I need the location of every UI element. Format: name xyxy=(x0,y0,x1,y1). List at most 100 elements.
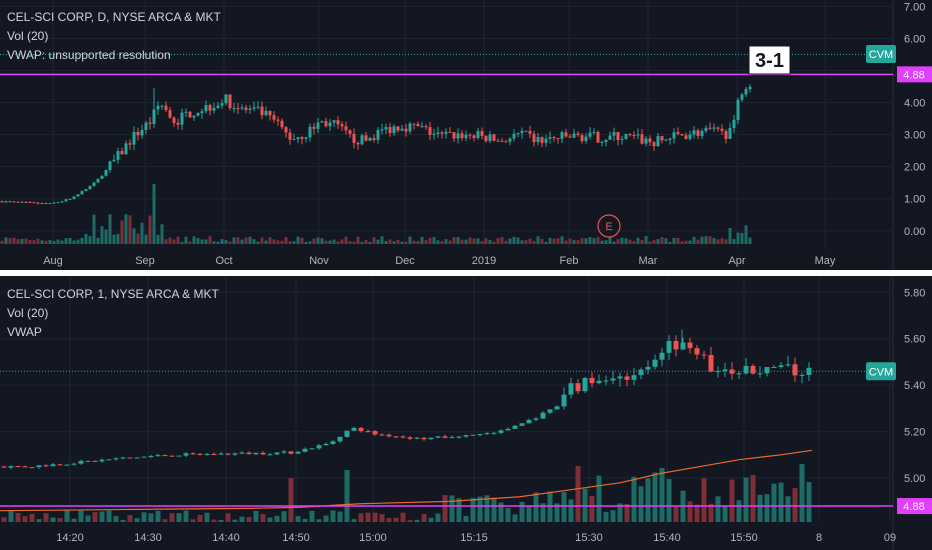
bottom-candle-body xyxy=(645,366,651,370)
bottom-candle-body xyxy=(337,436,343,442)
bottom-volume-bar xyxy=(218,519,224,522)
bottom-candle-body xyxy=(127,457,133,459)
bottom-volume-bar xyxy=(477,496,483,522)
top-volume-bar xyxy=(264,240,268,244)
earnings-marker xyxy=(597,214,621,238)
bottom-candle-body xyxy=(316,445,322,449)
top-volume-bar xyxy=(580,238,584,244)
top-volume-bar xyxy=(208,236,212,244)
top-candle-body xyxy=(696,130,700,136)
top-legend-volume[interactable]: Vol (20) xyxy=(7,29,49,43)
bottom-volume-bar xyxy=(617,503,623,522)
top-x-tick-label: Dec xyxy=(395,255,415,267)
top-candle-body xyxy=(416,123,420,127)
top-volume-bar xyxy=(164,239,168,244)
top-volume-bar xyxy=(400,241,404,244)
top-candle-body xyxy=(484,135,488,141)
top-volume-bar xyxy=(104,229,108,244)
bottom-volume-bar xyxy=(267,517,273,522)
bottom-volume-bar xyxy=(533,492,539,522)
bottom-y-tick-label: 5.20 xyxy=(904,427,925,439)
top-candle-body xyxy=(332,120,336,123)
top-candle-body xyxy=(656,136,660,147)
top-volume-bar xyxy=(612,241,616,244)
top-candle-body xyxy=(224,94,228,104)
top-candle-body xyxy=(84,189,88,192)
earnings-marker-text: E xyxy=(605,221,612,233)
top-volume-bar xyxy=(324,240,328,244)
top-volume-bar xyxy=(472,238,476,244)
bottom-legend-vwap[interactable]: VWAP xyxy=(7,325,42,339)
bottom-candle-body xyxy=(799,374,805,376)
top-candle-body xyxy=(172,117,176,123)
bottom-candle-body xyxy=(176,455,182,457)
top-candle-body xyxy=(284,127,288,133)
top-volume-bar xyxy=(228,241,232,244)
bottom-candle-body xyxy=(687,342,693,349)
top-volume-bar xyxy=(300,237,304,244)
bottom-candle-body xyxy=(309,448,315,450)
bottom-candle-body xyxy=(603,380,609,382)
top-volume-bar xyxy=(128,215,132,244)
bottom-volume-bar xyxy=(456,498,462,522)
top-volume-bar xyxy=(232,237,236,244)
bottom-candle-body xyxy=(218,453,224,455)
top-candle-body xyxy=(436,132,440,134)
bottom-candle-body xyxy=(169,455,175,457)
top-level-label: 4.88 xyxy=(903,69,924,81)
top-legend-vwap[interactable]: VWAP: unsupported resolution xyxy=(7,48,171,62)
top-candle-body xyxy=(540,136,544,143)
top-volume-bar xyxy=(720,238,724,244)
top-candle-body xyxy=(280,120,284,128)
bottom-legend-symbol[interactable]: CEL-SCI CORP, 1, NYSE ARCA & MKT xyxy=(7,287,219,301)
bottom-candle-body xyxy=(589,377,595,384)
bottom-level-label: 4.88 xyxy=(903,501,924,513)
top-candle-body xyxy=(184,111,188,113)
top-cvm-label-bg xyxy=(866,45,896,63)
bottom-volume-bar xyxy=(386,517,392,522)
bottom-volume-bar xyxy=(337,511,343,522)
top-candle-body xyxy=(520,130,524,134)
bottom-candle-body xyxy=(372,431,378,435)
bottom-volume-bar xyxy=(127,515,133,522)
bottom-x-tick-label: 09 xyxy=(884,532,896,544)
bottom-candle-body xyxy=(652,359,658,367)
bottom-legend-volume[interactable]: Vol (20) xyxy=(7,306,49,320)
top-candle-body xyxy=(200,111,204,114)
top-candle-body xyxy=(608,135,612,140)
top-volume-bar xyxy=(284,237,288,244)
top-candle-body xyxy=(164,105,168,111)
top-volume-bar xyxy=(620,237,624,244)
top-candle-body xyxy=(460,133,464,139)
top-x-tick-label: Oct xyxy=(215,255,232,267)
top-volume-bar xyxy=(312,238,316,244)
top-x-tick-label: Nov xyxy=(309,255,329,267)
bottom-candle-body xyxy=(491,432,497,434)
bottom-volume-bar xyxy=(372,512,378,522)
bottom-candle-body xyxy=(351,427,357,431)
bottom-candle-body xyxy=(190,453,196,455)
top-volume-bar xyxy=(536,236,540,244)
top-volume-bar xyxy=(68,237,72,244)
top-volume-bar xyxy=(388,239,392,244)
top-volume-bar xyxy=(428,237,432,244)
top-candle-body xyxy=(364,135,368,141)
top-volume-bar xyxy=(464,239,468,244)
bottom-volume-bar xyxy=(757,494,763,522)
bottom-volume-bar xyxy=(554,503,560,522)
bottom-candle-body xyxy=(568,383,574,395)
top-candle-body xyxy=(464,134,468,139)
top-volume-bar xyxy=(680,241,684,244)
top-candle-body xyxy=(616,132,620,140)
bottom-volume-bar xyxy=(85,515,91,522)
top-candle-body xyxy=(560,132,564,139)
bottom-y-tick-label: 5.60 xyxy=(904,334,925,346)
top-candle-body xyxy=(408,123,412,132)
bottom-volume-bar xyxy=(491,497,497,522)
bottom-candle-body xyxy=(99,459,105,462)
bottom-candle-body xyxy=(512,425,518,429)
top-legend-symbol[interactable]: CEL-SCI CORP, D, NYSE ARCA & MKT xyxy=(7,10,221,24)
top-volume-bar xyxy=(644,236,648,244)
top-candle-body xyxy=(336,120,340,125)
